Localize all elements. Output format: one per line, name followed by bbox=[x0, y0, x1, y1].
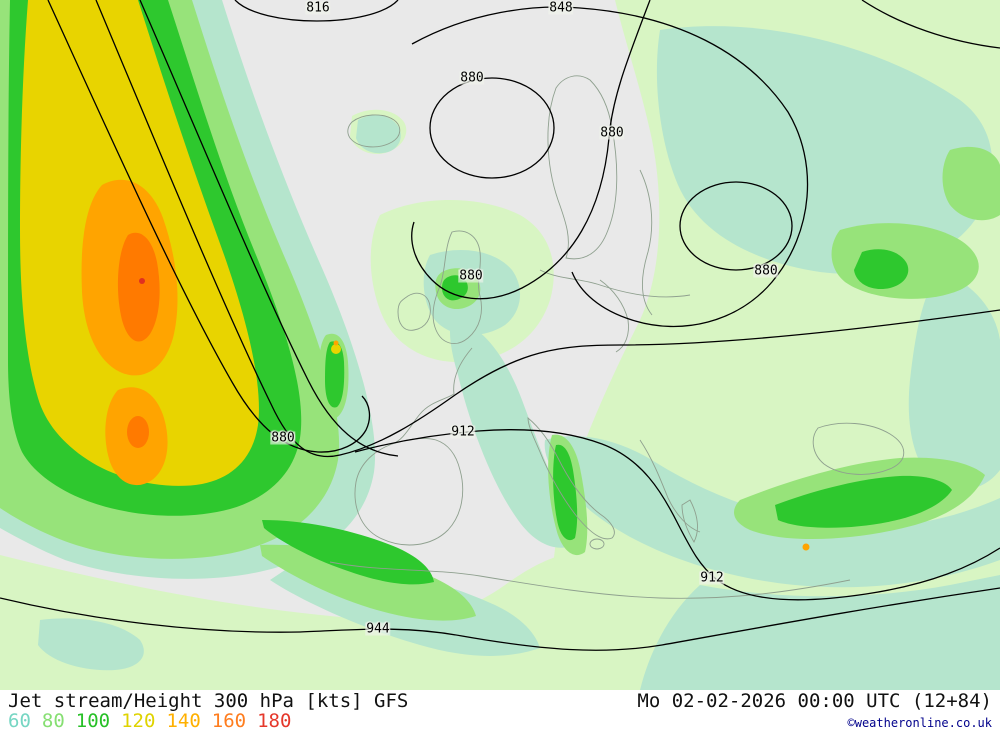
legend-value-140: 140 bbox=[166, 710, 201, 732]
wind-shading-160 bbox=[117, 232, 160, 448]
contour-label-880: 880 bbox=[753, 263, 779, 279]
legend-value-160: 160 bbox=[211, 710, 247, 732]
contour-label-848: 848 bbox=[548, 0, 574, 16]
wind-shading-180 bbox=[139, 278, 145, 284]
height-contours bbox=[0, 0, 1000, 651]
copyright-link[interactable]: ©weatheronline.co.uk bbox=[847, 715, 993, 730]
map-area: 816 848 880 880 880 880 880 912 912 944 bbox=[0, 0, 1000, 690]
contour-label-880: 880 bbox=[458, 268, 484, 284]
contour-label-880: 880 bbox=[459, 70, 485, 86]
contour-label-912: 912 bbox=[450, 424, 476, 440]
legend-value-180: 180 bbox=[257, 710, 292, 732]
contour-label-880: 880 bbox=[599, 125, 625, 141]
contour-label-944: 944 bbox=[365, 621, 391, 637]
legend-value-120: 120 bbox=[121, 710, 156, 732]
wind-speed-legend: 60 80 100 120 140 160 180 bbox=[8, 712, 291, 731]
map-datetime: Mo 02-02-2026 00:00 UTC (12+84) bbox=[637, 690, 992, 712]
contour-label-816: 816 bbox=[305, 0, 331, 16]
contour-label-880: 880 bbox=[270, 430, 296, 446]
coastlines bbox=[329, 75, 905, 599]
weather-map-svg bbox=[0, 0, 1000, 690]
legend-value-80: 80 bbox=[41, 710, 65, 732]
contour-label-912: 912 bbox=[699, 570, 725, 586]
footer: Jet stream/Height 300 hPa [kts] GFS Mo 0… bbox=[0, 690, 1000, 733]
legend-value-100: 100 bbox=[75, 710, 111, 732]
map-title: Jet stream/Height 300 hPa [kts] GFS bbox=[8, 690, 409, 712]
legend-value-60: 60 bbox=[8, 710, 31, 732]
